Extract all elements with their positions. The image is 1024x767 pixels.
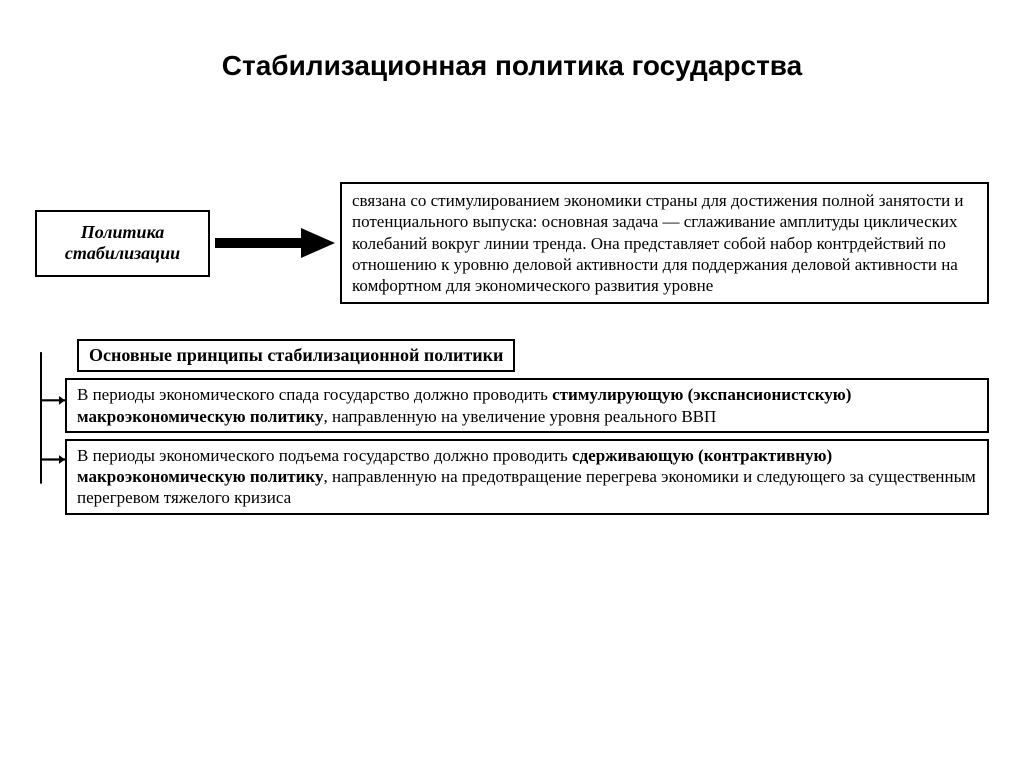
arrow-wrap xyxy=(210,223,340,263)
principle-2-pre: В периоды экономического подъема государ… xyxy=(77,446,572,465)
arrow-icon xyxy=(215,223,335,263)
policy-description-box: связана со стимулированием экономики стр… xyxy=(340,182,989,304)
principles-section: Основные принципы стабилизационной полит… xyxy=(35,339,989,514)
definition-row: Политика стабилизации связана со стимули… xyxy=(35,182,989,304)
principle-1-post: , направленную на увеличение уровня реал… xyxy=(323,407,716,426)
principle-1-pre: В периоды экономического спада государст… xyxy=(77,385,552,404)
connector-lines xyxy=(35,339,65,514)
page-title: Стабилизационная политика государства xyxy=(35,50,989,82)
principle-2-box: В периоды экономического подъема государ… xyxy=(65,439,989,515)
principle-1-box: В периоды экономического спада государст… xyxy=(65,378,989,433)
principles-header-box: Основные принципы стабилизационной полит… xyxy=(77,339,515,372)
policy-label-box: Политика стабилизации xyxy=(35,210,210,277)
